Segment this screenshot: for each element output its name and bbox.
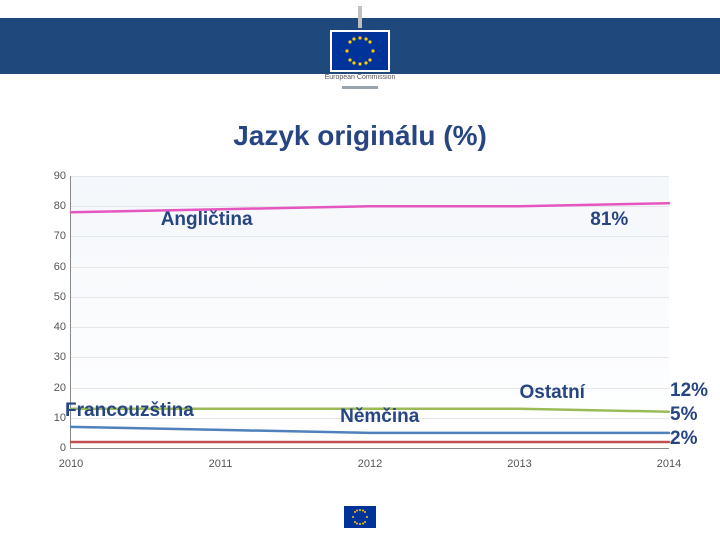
y-tick: 90 (36, 170, 66, 182)
x-tick: 2010 (59, 458, 83, 470)
value-label-Němčina: 2% (670, 428, 697, 450)
y-tick: 50 (36, 291, 66, 303)
y-tick: 60 (36, 261, 66, 273)
y-tick: 30 (36, 351, 66, 363)
logo-text: European Commission (325, 74, 396, 82)
series-label-Angličtina: Angličtina (161, 209, 253, 231)
x-tick: 2012 (358, 458, 382, 470)
language-chart: 0102030405060708090 20102011201220132014… (36, 170, 684, 480)
y-tick: 20 (36, 382, 66, 394)
plot-area: 20102011201220132014 AngličtinaFrancouzš… (70, 176, 669, 449)
y-tick: 80 (36, 200, 66, 212)
footer-flag-icon (344, 506, 376, 528)
series-label-Ostatní: Ostatní (520, 382, 585, 404)
x-tick: 2014 (657, 458, 681, 470)
series-label-Němčina: Němčina (340, 406, 419, 428)
series-label-Francouzština: Francouzština (65, 400, 194, 422)
x-tick: 2011 (209, 458, 233, 470)
logo-building-icon (328, 6, 392, 30)
y-tick: 70 (36, 230, 66, 242)
eu-flag-icon (330, 30, 390, 72)
logo-underline (342, 86, 378, 89)
y-tick: 10 (36, 412, 66, 424)
y-tick: 40 (36, 321, 66, 333)
value-label-Ostatní: 12% (670, 380, 708, 402)
value-label-Angličtina: 81% (590, 209, 628, 231)
y-tick: 0 (36, 442, 66, 454)
value-label-Francouzština: 5% (670, 404, 697, 426)
ec-logo: European Commission (324, 10, 396, 102)
slide: European Commission Jazyk originálu (%) … (0, 0, 720, 540)
page-title: Jazyk originálu (%) (0, 120, 720, 152)
x-tick: 2013 (507, 458, 531, 470)
